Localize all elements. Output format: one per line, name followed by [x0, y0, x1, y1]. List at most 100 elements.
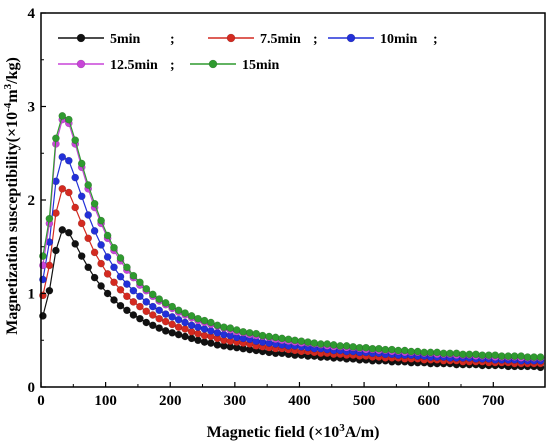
- y-tick-label: 1: [28, 287, 36, 303]
- data-point: [466, 351, 473, 358]
- data-point: [46, 215, 53, 222]
- data-point: [85, 181, 92, 188]
- legend-separator: ;: [313, 32, 318, 47]
- data-point: [85, 235, 92, 242]
- data-point: [156, 325, 163, 332]
- data-point: [52, 247, 59, 254]
- data-point: [91, 227, 98, 234]
- data-point: [72, 174, 79, 181]
- data-point: [440, 350, 447, 357]
- y-tick-label: 2: [28, 193, 36, 209]
- data-point: [188, 328, 195, 335]
- data-point: [72, 137, 79, 144]
- data-point: [143, 319, 150, 326]
- data-point: [194, 324, 201, 331]
- data-point: [227, 325, 234, 332]
- series-line: [43, 120, 541, 358]
- data-point: [485, 352, 492, 359]
- data-point: [317, 340, 324, 347]
- data-point: [382, 346, 389, 353]
- data-point: [104, 270, 111, 277]
- x-axis-title-main: Magnetic field (×10: [207, 424, 340, 441]
- data-point: [162, 299, 169, 306]
- data-point: [311, 340, 318, 347]
- legend-separator: ;: [170, 32, 175, 47]
- data-point: [337, 342, 344, 349]
- data-point: [291, 337, 298, 344]
- data-point: [175, 324, 182, 331]
- x-axis-title: Magnetic field (×103A/m): [207, 422, 380, 441]
- data-point: [59, 185, 66, 192]
- legend-label: 15min: [242, 58, 280, 73]
- data-point: [149, 303, 156, 310]
- data-point: [188, 312, 195, 319]
- data-point: [156, 315, 163, 322]
- data-point: [427, 349, 434, 356]
- data-point: [91, 249, 98, 256]
- data-point: [408, 348, 415, 355]
- series-12.5min: [39, 116, 544, 362]
- data-point: [136, 279, 143, 286]
- series-line: [43, 116, 541, 357]
- data-point: [233, 326, 240, 333]
- data-point: [149, 311, 156, 318]
- data-point: [414, 348, 421, 355]
- data-point: [459, 351, 466, 358]
- data-point: [110, 296, 117, 303]
- x-axis-title-tail: A/m): [345, 424, 380, 441]
- data-point: [46, 262, 53, 269]
- legend-marker: [227, 34, 235, 42]
- data-point: [272, 334, 279, 341]
- data-point: [537, 354, 544, 361]
- data-point: [246, 329, 253, 336]
- data-point: [446, 350, 453, 357]
- data-point: [149, 291, 156, 298]
- data-point: [214, 329, 221, 336]
- legend-separator: ;: [170, 58, 175, 73]
- data-point: [285, 336, 292, 343]
- data-point: [518, 353, 525, 360]
- data-point: [130, 311, 137, 318]
- data-point: [162, 311, 169, 318]
- data-point: [91, 274, 98, 281]
- data-point: [505, 353, 512, 360]
- data-point: [188, 335, 195, 342]
- data-point: [59, 226, 66, 233]
- data-point: [492, 352, 499, 359]
- data-point: [162, 318, 169, 325]
- data-point: [169, 313, 176, 320]
- data-point: [369, 345, 376, 352]
- data-point: [175, 331, 182, 338]
- data-point: [65, 116, 72, 123]
- y-axis-title: Magnetization susceptibility(×10-4m3/kg): [2, 57, 21, 335]
- legend-item-15min: 15min: [190, 58, 280, 73]
- data-point: [104, 232, 111, 239]
- data-point: [98, 282, 105, 289]
- data-point: [278, 335, 285, 342]
- data-point: [253, 330, 260, 337]
- data-point: [182, 333, 189, 340]
- x-tick-label: 300: [224, 393, 247, 409]
- data-point: [188, 322, 195, 329]
- data-point: [356, 344, 363, 351]
- x-tick-label: 600: [417, 393, 440, 409]
- data-point: [130, 287, 137, 294]
- data-point: [98, 241, 105, 248]
- data-point: [530, 354, 537, 361]
- data-point: [156, 307, 163, 314]
- legend-item-12.5min: 12.5min;: [58, 58, 175, 73]
- data-point: [175, 307, 182, 314]
- data-point: [304, 339, 311, 346]
- data-point: [117, 302, 124, 309]
- data-point: [201, 339, 208, 346]
- data-point: [434, 349, 441, 356]
- data-point: [220, 324, 227, 331]
- data-point: [182, 310, 189, 317]
- data-point: [201, 332, 208, 339]
- data-point: [65, 157, 72, 164]
- data-point: [117, 254, 124, 261]
- data-point: [104, 253, 111, 260]
- data-point: [162, 327, 169, 334]
- data-point: [143, 285, 150, 292]
- data-point: [395, 347, 402, 354]
